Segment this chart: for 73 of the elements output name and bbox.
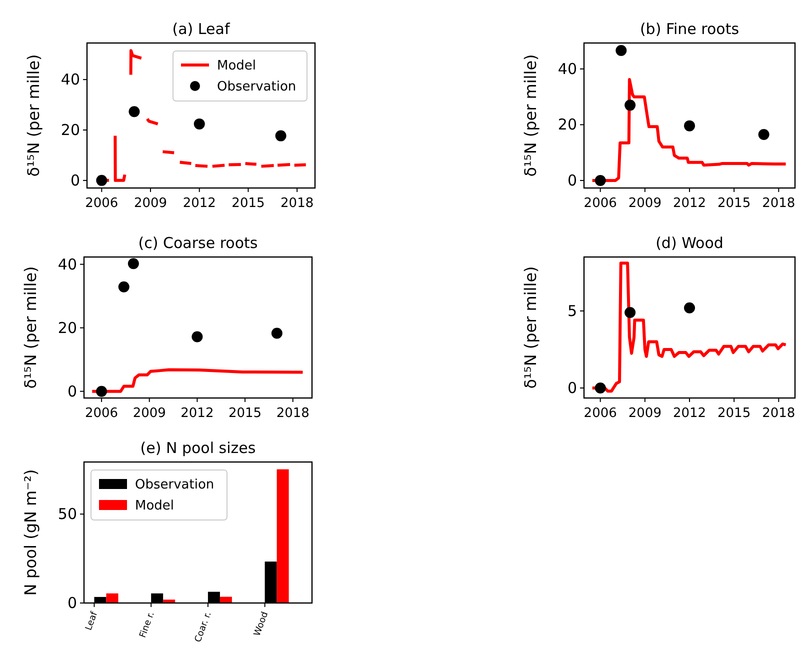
- x-tick-label: 2012: [180, 406, 214, 421]
- x-tick-label: 2018: [276, 406, 310, 421]
- x-tick-label: 2018: [762, 406, 796, 421]
- y-tick-label: 40: [58, 255, 77, 274]
- point: [192, 331, 203, 342]
- x-tick-label: 2015: [228, 406, 262, 421]
- y-tick-label: 40: [60, 70, 80, 89]
- chart-title: (a) Leaf: [172, 20, 230, 38]
- y-tick-label: 0: [567, 378, 577, 397]
- y-tick-label: 0: [67, 594, 77, 612]
- y-axis-title: δ¹⁵N (per mille): [521, 266, 540, 389]
- point: [624, 306, 636, 318]
- point: [194, 118, 205, 130]
- x-tick-label: Leaf: [84, 610, 100, 632]
- legend-label: Observation: [217, 80, 296, 94]
- point: [624, 100, 636, 111]
- y-tick-label: 50: [58, 505, 77, 524]
- legend-label: Model: [135, 498, 174, 514]
- legend-label: Model: [217, 58, 256, 74]
- y-axis-title: δ¹⁵N (per mille): [24, 54, 43, 177]
- line-series: [590, 262, 788, 393]
- point: [684, 302, 695, 314]
- y-tick-label: 0: [67, 382, 77, 400]
- chart-title: (c) Coarse roots: [138, 234, 258, 252]
- point: [594, 382, 606, 394]
- x-tick-label: 2012: [182, 196, 216, 211]
- y-tick-label: 40: [558, 60, 577, 78]
- point: [758, 128, 770, 140]
- x-tick-label: 2009: [628, 196, 662, 211]
- point: [118, 281, 130, 292]
- chart-title: (e) N pool sizes: [140, 439, 256, 457]
- x-tick-label: Fine r.: [138, 610, 157, 640]
- bar: [106, 593, 118, 603]
- x-tick-label: 2006: [584, 406, 617, 421]
- bar: [276, 469, 289, 603]
- y-tick-label: 20: [60, 121, 80, 139]
- legend-label: Observation: [135, 478, 214, 492]
- x-tick-label: 2006: [584, 196, 617, 211]
- point: [128, 106, 140, 118]
- x-tick-label: 2006: [85, 196, 118, 211]
- x-tick-label: 2006: [84, 406, 118, 421]
- y-axis-title: N pool (gN m⁻²): [21, 469, 40, 596]
- y-tick-label: 20: [558, 116, 577, 134]
- point: [684, 120, 695, 132]
- line-series: [90, 368, 304, 393]
- point: [616, 45, 627, 56]
- point: [96, 386, 108, 397]
- y-tick-label: 5: [567, 302, 577, 320]
- x-tick-label: 2009: [132, 406, 166, 421]
- x-tick-label: 2018: [280, 196, 314, 211]
- x-tick-label: 2018: [762, 196, 796, 211]
- line-series: [590, 78, 788, 182]
- x-tick-label: 2015: [232, 196, 265, 211]
- point: [96, 174, 108, 186]
- x-tick-label: 2009: [134, 196, 168, 211]
- chart-title: (b) Fine roots: [640, 20, 740, 38]
- y-tick-label: 20: [58, 318, 77, 337]
- x-tick-label: 2012: [672, 196, 706, 211]
- y-axis-title: δ¹⁵N (per mille): [21, 266, 40, 389]
- x-tick-label: 2015: [718, 406, 751, 421]
- x-tick-label: Coar. r.: [194, 610, 214, 644]
- y-axis-title: δ¹⁵N (per mille): [521, 54, 540, 177]
- y-tick-label: 0: [567, 171, 577, 190]
- x-tick-label: 2009: [628, 406, 662, 421]
- point: [275, 130, 286, 142]
- chart-title: (d) Wood: [656, 234, 724, 252]
- x-tick-label: 2012: [672, 406, 706, 421]
- point: [271, 328, 282, 339]
- point: [594, 174, 606, 186]
- point: [128, 258, 139, 270]
- y-tick-label: 0: [70, 171, 80, 190]
- x-tick-label: 2015: [718, 196, 751, 211]
- x-tick-label: Wood: [252, 610, 271, 638]
